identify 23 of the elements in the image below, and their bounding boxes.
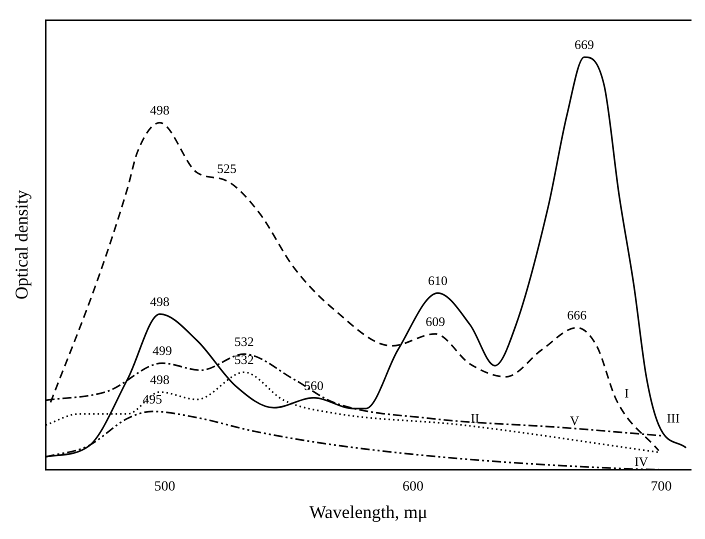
annotation: 560 (304, 378, 324, 393)
x-tick-label: 700 (650, 480, 672, 495)
series-label: II (470, 410, 480, 426)
x-tick-label: 600 (402, 480, 424, 495)
annotation: 532 (234, 352, 254, 368)
annotation: 499 (152, 343, 172, 358)
annotation: 609 (426, 314, 446, 329)
series-label: I (624, 386, 629, 401)
annotation: 495 (142, 391, 162, 406)
annotation: 610 (428, 272, 448, 288)
annotation: 498 (150, 294, 170, 310)
annotation: 498 (150, 372, 170, 387)
series-label: III (666, 410, 680, 426)
annotation: 666 (567, 308, 588, 323)
annotation: 669 (574, 37, 594, 52)
y-axis-title: Optical density (12, 190, 32, 300)
series-label: V (570, 412, 580, 428)
x-tick-label: 500 (154, 480, 176, 495)
series-label: IV (634, 454, 649, 470)
x-axis-title: Wavelength, mμ (309, 502, 428, 522)
annotation: 525 (217, 160, 237, 176)
annotation: 532 (234, 334, 254, 350)
annotation: 498 (150, 102, 170, 118)
